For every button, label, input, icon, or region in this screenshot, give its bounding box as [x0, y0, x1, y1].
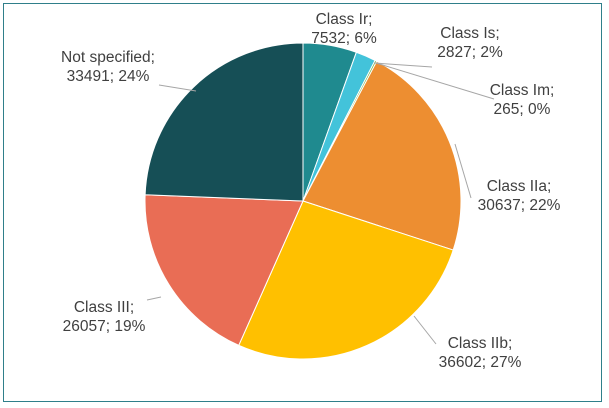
data-label-value: 2827; 2%: [437, 44, 503, 61]
data-label-name: Class Im;: [490, 82, 555, 99]
data-label-name: Class IIa;: [487, 178, 552, 195]
data-label-name: Class III;: [74, 299, 134, 316]
leader-line: [413, 315, 437, 345]
data-label-value: 7532; 6%: [311, 30, 377, 47]
data-label-name: Class Ir;: [316, 11, 373, 28]
leader-lines: [146, 62, 495, 345]
data-label-name: Not specified;: [61, 49, 155, 66]
pie-slices: [144, 42, 462, 360]
data-labels: Class Ir; 7532; 6% Class Is; 2827; 2%Class …: [61, 11, 561, 371]
pie-slice-class-iib: [238, 200, 454, 360]
data-label: Not specified; 33491; 24%: [61, 49, 155, 85]
data-label-value: 36602; 27%: [439, 354, 522, 371]
data-label-value: 26057; 19%: [63, 318, 146, 335]
pie-slice-class-iii: [144, 194, 304, 347]
pie-slice-class-iia: [302, 60, 462, 251]
data-label: Class Im; 265; 0%: [490, 82, 555, 118]
data-label: Class Is; 2827; 2%: [437, 25, 503, 61]
pie-slice-not-specified: [144, 42, 304, 202]
data-label-value: 33491; 24%: [67, 68, 150, 85]
leader-line: [454, 143, 472, 199]
data-label: Class Ir; 7532; 6%: [311, 11, 377, 47]
data-label-name: Class IIb;: [448, 335, 513, 352]
leader-line: [373, 62, 433, 68]
data-label-value: 30637; 22%: [478, 197, 561, 214]
data-label-name: Class Is;: [440, 25, 499, 42]
leader-line: [375, 62, 495, 100]
leader-line: [146, 296, 162, 301]
data-label: Class III; 26057; 19%: [63, 299, 146, 335]
data-label: Class IIb; 36602; 27%: [439, 335, 522, 371]
data-label: Class IIa; 30637; 22%: [478, 178, 561, 214]
leader-line: [158, 84, 197, 92]
data-label-value: 265; 0%: [494, 101, 551, 118]
